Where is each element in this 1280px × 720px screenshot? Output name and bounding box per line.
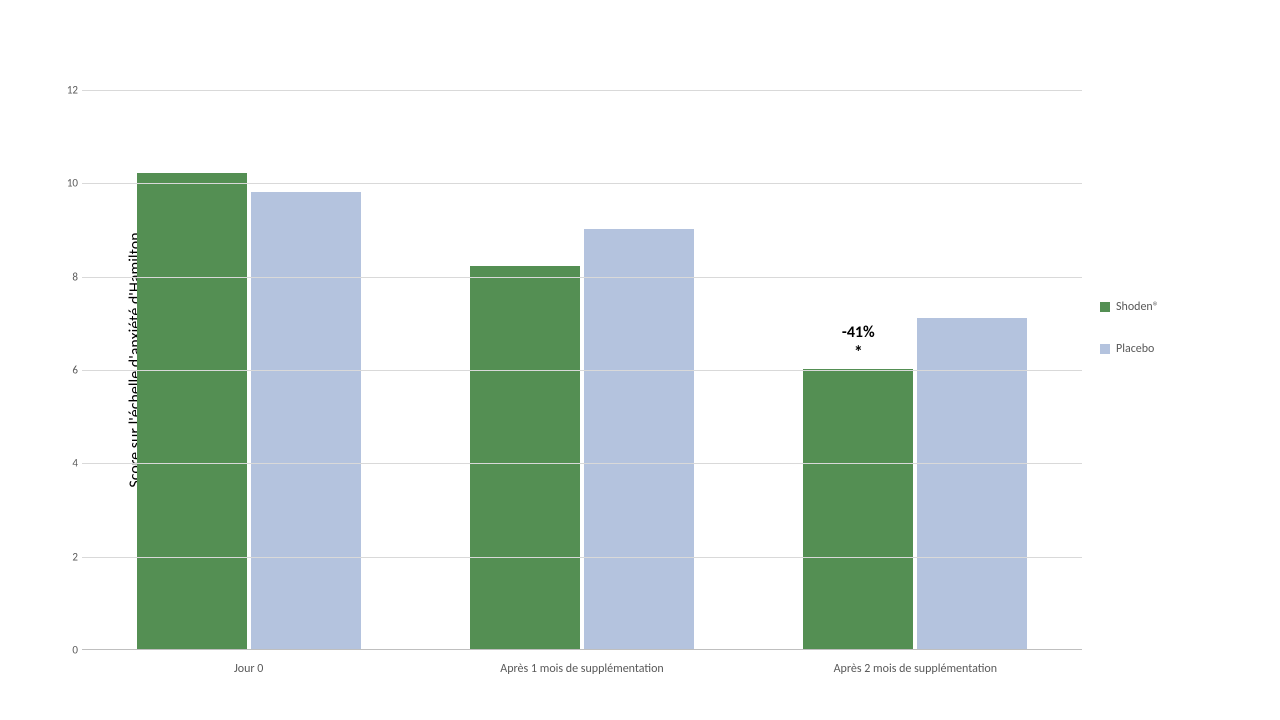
bar	[251, 192, 361, 649]
gridline	[82, 277, 1082, 278]
gridline	[82, 370, 1082, 371]
bar	[917, 318, 1027, 649]
bar	[470, 266, 580, 649]
legend-label: Shoden®	[1116, 300, 1159, 314]
x-tick-label: Après 2 mois de supplémentation	[749, 656, 1082, 676]
y-tick-label: 12	[48, 84, 78, 97]
legend-item: Shoden®	[1100, 300, 1260, 314]
gridline	[82, 183, 1082, 184]
y-tick-label: 0	[48, 644, 78, 657]
x-tick-label: Jour 0	[82, 656, 415, 676]
gridline	[82, 557, 1082, 558]
legend: Shoden® Placebo	[1100, 300, 1260, 384]
bar	[137, 173, 247, 649]
gridline	[82, 90, 1082, 91]
legend-swatch	[1100, 344, 1110, 354]
y-tick-label: 8	[48, 270, 78, 283]
bar-annotation: -41%*	[798, 324, 918, 363]
x-tick-label: Après 1 mois de supplémentation	[415, 656, 748, 676]
x-axis-labels: Jour 0Après 1 mois de supplémentationApr…	[82, 656, 1082, 676]
bar	[584, 229, 694, 649]
y-tick-label: 4	[48, 457, 78, 470]
y-tick-label: 10	[48, 177, 78, 190]
bar-chart: Score sur l'échelle d'anxiété d'Hamilton…	[0, 0, 1280, 720]
annotation-text: -41%	[842, 323, 875, 342]
bar: -41%*	[803, 369, 913, 649]
plot-area: -41%* 024681012	[82, 90, 1082, 650]
annotation-subtext: *	[798, 342, 918, 363]
legend-item: Placebo	[1100, 342, 1260, 356]
gridline	[82, 463, 1082, 464]
legend-label: Placebo	[1116, 342, 1154, 356]
y-tick-label: 6	[48, 364, 78, 377]
legend-swatch	[1100, 302, 1110, 312]
y-tick-label: 2	[48, 550, 78, 563]
